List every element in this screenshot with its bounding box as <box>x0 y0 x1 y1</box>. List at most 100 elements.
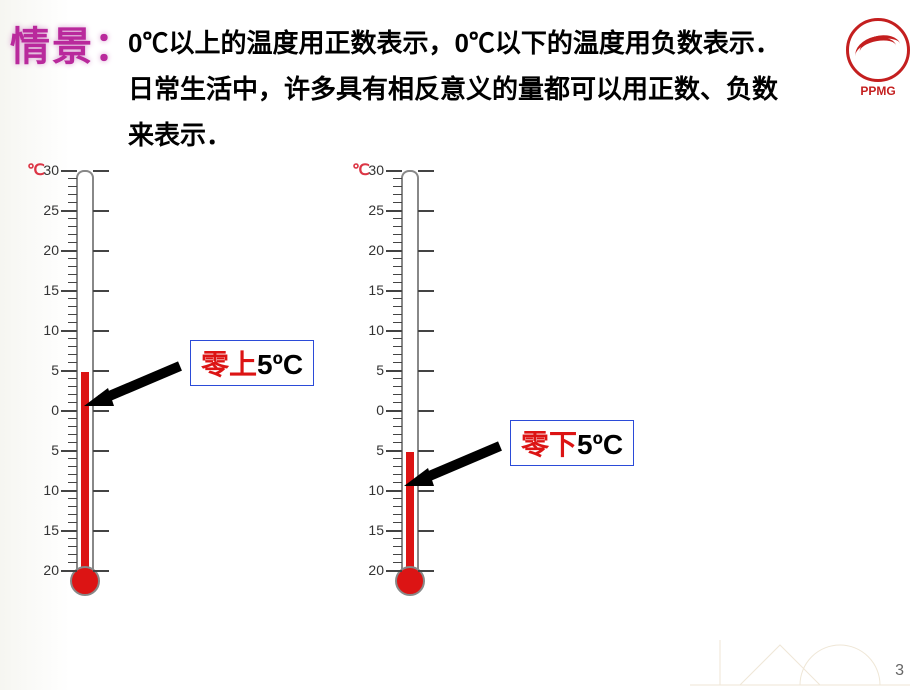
tick-mark <box>418 330 434 332</box>
tick-minor <box>68 458 77 459</box>
tick-label: 10 <box>35 482 59 498</box>
tick-label: 10 <box>360 482 384 498</box>
tick-label: 5 <box>35 442 59 458</box>
tick-minor <box>393 546 402 547</box>
tick-minor <box>393 258 402 259</box>
tick-minor <box>68 258 77 259</box>
tick-minor <box>393 506 402 507</box>
tick-minor <box>393 562 402 563</box>
tick-minor <box>68 194 77 195</box>
tick-minor <box>68 186 77 187</box>
tick-minor <box>68 546 77 547</box>
tick-mark <box>61 450 77 452</box>
callout-value-text: 5ºC <box>577 429 623 460</box>
arrow-icon <box>80 358 200 408</box>
tick-minor <box>393 514 402 515</box>
body-text: 0℃以上的温度用正数表示，0℃以下的温度用负数表示．日常生活中，许多具有相反意义… <box>128 20 788 158</box>
tick-minor <box>68 482 77 483</box>
arrow-icon <box>400 438 520 488</box>
tick-label: 10 <box>360 322 384 338</box>
tick-minor <box>68 386 77 387</box>
tick-label: 20 <box>35 562 59 578</box>
tick-mark <box>61 170 77 172</box>
logo-circle-icon <box>846 18 910 82</box>
tick-label: 20 <box>35 242 59 258</box>
tick-mark <box>93 530 109 532</box>
tick-mark <box>386 210 402 212</box>
tick-mark <box>93 210 109 212</box>
callout-value-text: 5ºC <box>257 349 303 380</box>
callout-label-box: 零下5ºC <box>510 420 634 466</box>
tick-minor <box>68 234 77 235</box>
tick-minor <box>68 218 77 219</box>
tick-minor <box>68 314 77 315</box>
tick-minor <box>68 514 77 515</box>
tick-minor <box>68 394 77 395</box>
tick-minor <box>393 538 402 539</box>
tick-minor <box>393 314 402 315</box>
tick-minor <box>393 498 402 499</box>
tick-label: 10 <box>35 322 59 338</box>
callout-label-box: 零上5ºC <box>190 340 314 386</box>
tick-mark <box>386 530 402 532</box>
tick-minor <box>68 274 77 275</box>
tick-minor <box>393 218 402 219</box>
tick-minor <box>68 338 77 339</box>
callout-below-zero: 零下5ºC <box>430 420 634 466</box>
tick-minor <box>68 354 77 355</box>
tick-mark <box>386 490 402 492</box>
tick-mark <box>61 370 77 372</box>
tick-mark <box>61 210 77 212</box>
tick-minor <box>68 266 77 267</box>
tick-minor <box>393 522 402 523</box>
tick-mark <box>61 570 77 572</box>
tick-label: 30 <box>360 162 384 178</box>
tick-mark <box>418 250 434 252</box>
tick-minor <box>393 378 402 379</box>
tick-minor <box>393 338 402 339</box>
tick-label: 0 <box>360 402 384 418</box>
tick-mark <box>386 370 402 372</box>
tick-mark <box>418 570 434 572</box>
tick-minor <box>393 298 402 299</box>
tick-mark <box>386 290 402 292</box>
tick-minor <box>393 226 402 227</box>
tick-label: 25 <box>360 202 384 218</box>
tick-label: 5 <box>35 362 59 378</box>
tick-minor <box>393 306 402 307</box>
tick-minor <box>68 466 77 467</box>
tick-mark <box>418 370 434 372</box>
tick-mark <box>93 290 109 292</box>
tick-minor <box>393 202 402 203</box>
tick-minor <box>393 434 402 435</box>
tick-minor <box>393 178 402 179</box>
thermometer-right: ℃ 3025201510505101520 <box>370 170 450 570</box>
tick-label: 15 <box>360 282 384 298</box>
tick-mark <box>386 250 402 252</box>
tick-mark <box>93 570 109 572</box>
tick-label: 5 <box>360 362 384 378</box>
header: 情景： <box>10 14 140 72</box>
tick-minor <box>68 554 77 555</box>
tick-mark <box>418 170 434 172</box>
tick-minor <box>68 178 77 179</box>
tick-minor <box>393 266 402 267</box>
tick-minor <box>393 386 402 387</box>
section-title: 情景： <box>10 14 136 72</box>
tick-mark <box>61 490 77 492</box>
tick-minor <box>393 234 402 235</box>
tick-mark <box>386 410 402 412</box>
thermometer-tube <box>401 170 419 574</box>
tick-mark <box>61 410 77 412</box>
tick-minor <box>393 282 402 283</box>
tick-minor <box>68 402 77 403</box>
tick-mark <box>418 530 434 532</box>
tick-minor <box>68 322 77 323</box>
tick-label: 15 <box>35 522 59 538</box>
tick-mark <box>93 330 109 332</box>
callout-above-zero: 零上5ºC <box>110 340 314 386</box>
tick-mark <box>61 530 77 532</box>
tick-minor <box>393 402 402 403</box>
tick-mark <box>386 570 402 572</box>
tick-minor <box>68 562 77 563</box>
